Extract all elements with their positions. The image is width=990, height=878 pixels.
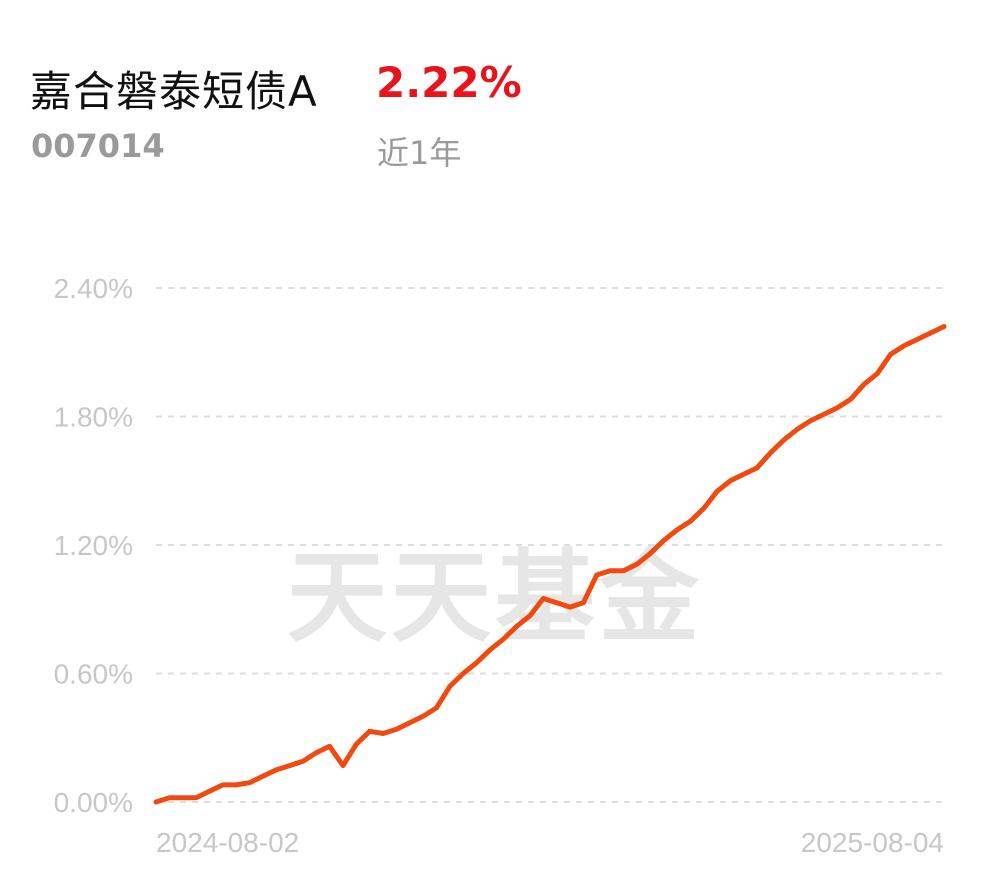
y-axis-ticks: 0.00% 0.60% 1.20% 1.80% 2.40% <box>54 273 133 818</box>
y-tick-label: 0.60% <box>54 659 133 690</box>
fund-name: 嘉合磐泰短债A <box>30 67 318 116</box>
series-line-0 <box>153 324 947 805</box>
series-group <box>153 324 947 805</box>
y-tick-label: 1.20% <box>54 530 133 561</box>
period-label: 近1年 <box>377 134 462 172</box>
y-tick-label: 0.00% <box>54 787 133 818</box>
x-axis-ticks: 2024-08-02 2025-08-04 <box>156 827 944 858</box>
x-tick-label-end: 2025-08-04 <box>801 827 944 858</box>
y-tick-label: 2.40% <box>54 273 133 304</box>
y-tick-label: 1.80% <box>54 402 133 433</box>
fund-return-value: 2.22% <box>376 58 522 107</box>
fund-code: 007014 <box>31 127 165 165</box>
watermark: 天天基金 <box>287 538 703 656</box>
x-tick-label-start: 2024-08-02 <box>156 827 299 858</box>
